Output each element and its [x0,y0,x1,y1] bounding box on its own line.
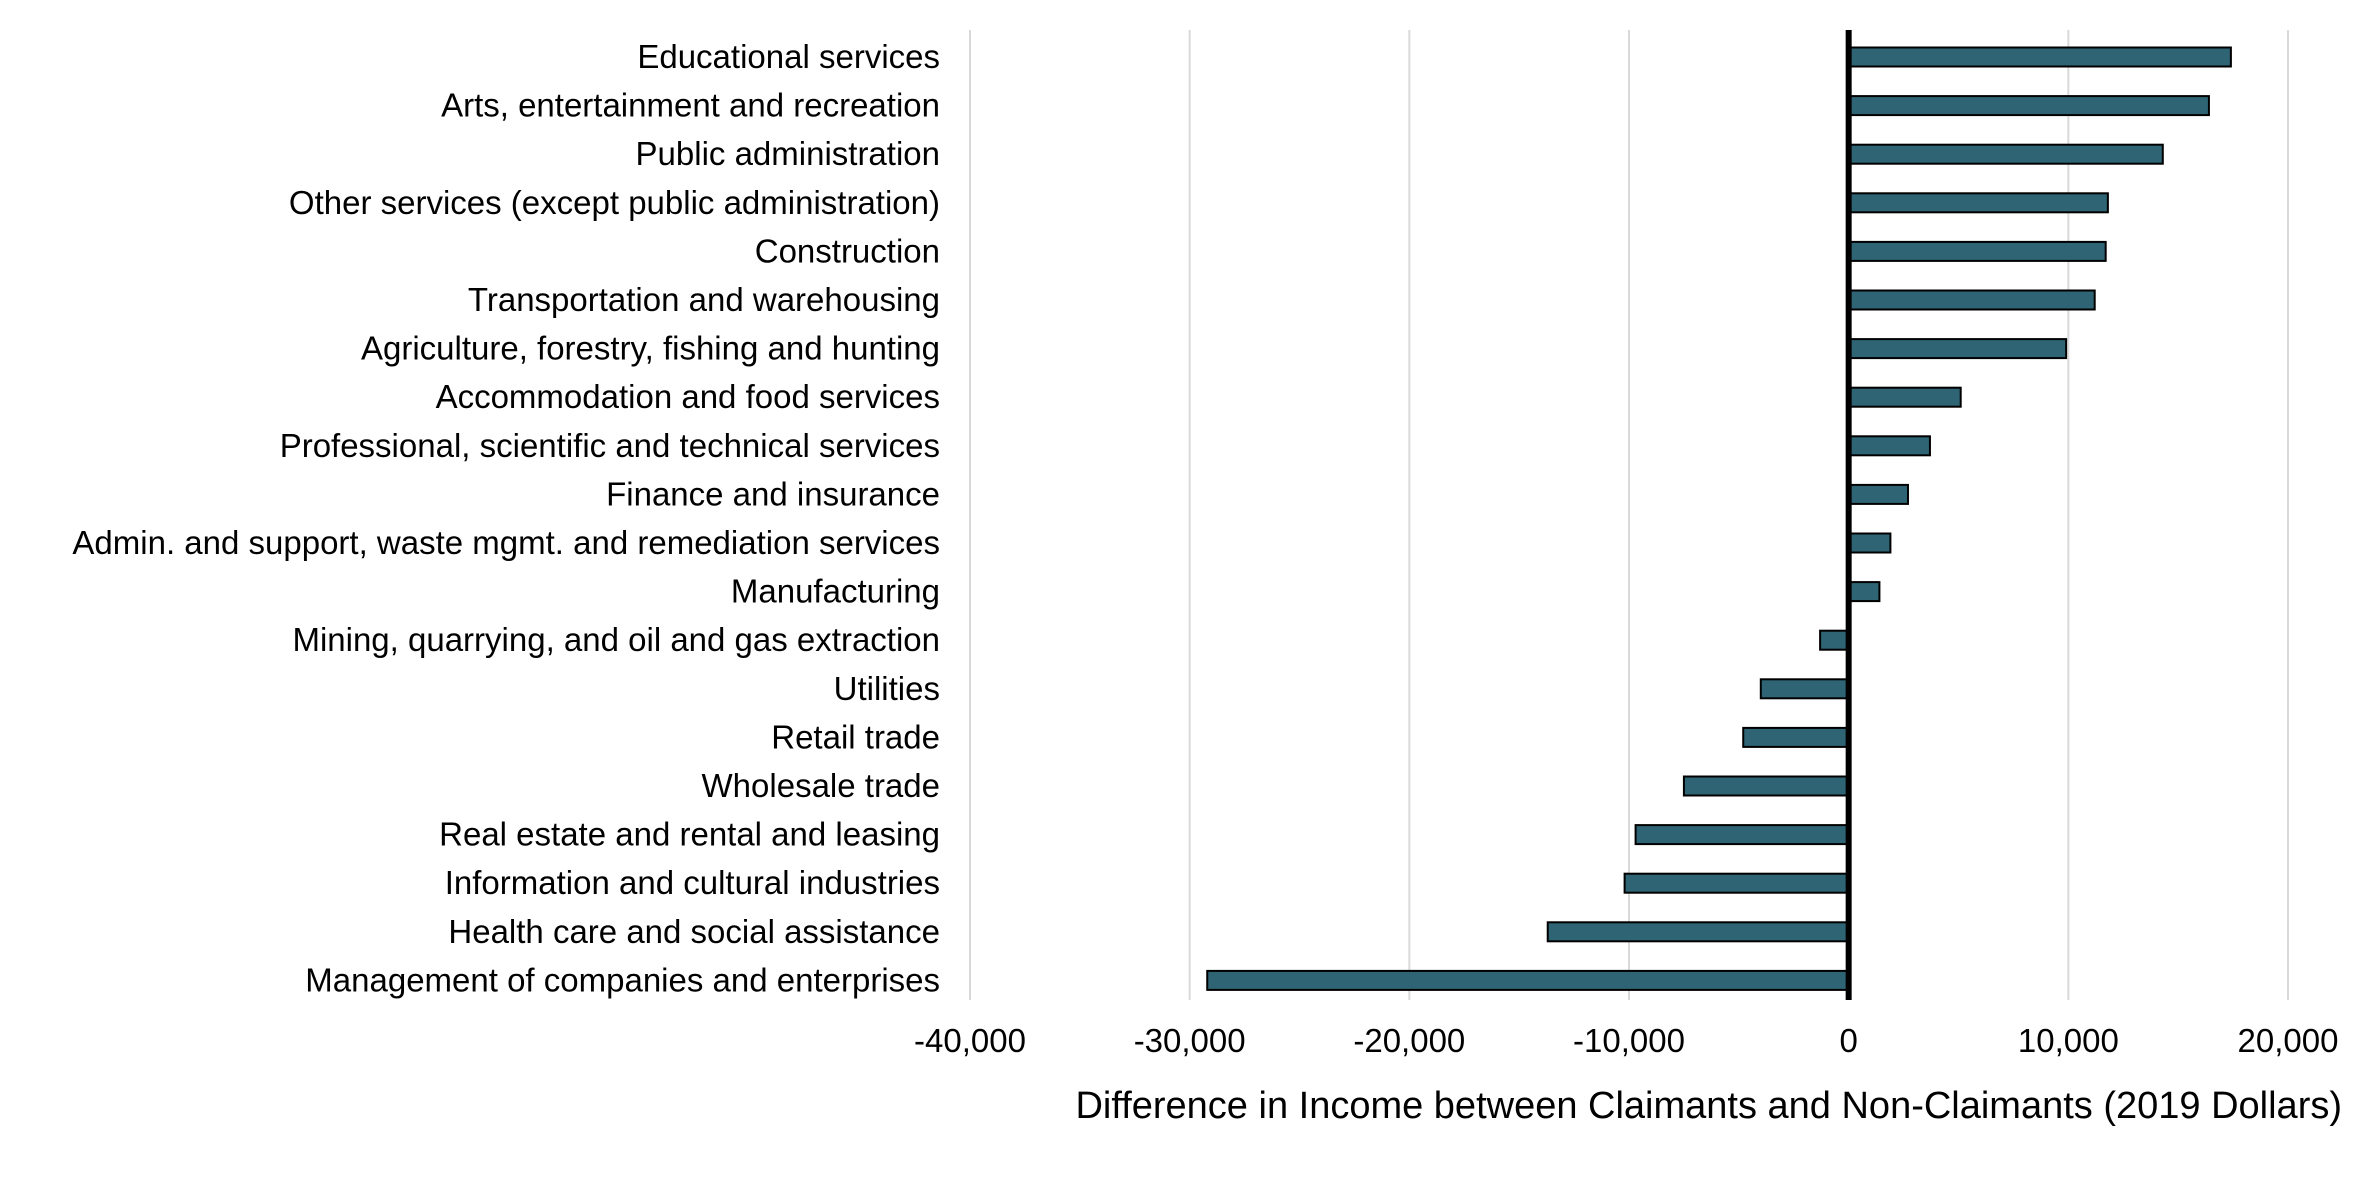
category-label: Construction [755,232,940,269]
bar [1847,581,1881,603]
bar [1847,95,2210,117]
bar [1847,386,1962,408]
bar [1847,532,1892,554]
bar [1847,483,1909,505]
bar [1847,240,2107,262]
category-label: Manufacturing [731,573,940,610]
category-label: Finance and insurance [606,475,940,512]
category-label: Wholesale trade [702,767,940,804]
category-label: Information and cultural industries [445,864,940,901]
category-label: Health care and social assistance [448,913,940,950]
bar [1819,629,1850,651]
bars [1206,46,2232,991]
bar [1682,775,1850,797]
category-label: Arts, entertainment and recreation [441,87,940,124]
category-label: Real estate and rental and leasing [439,816,940,853]
x-tick-label: 0 [1839,1022,1857,1059]
category-label: Accommodation and food services [436,378,940,415]
category-label: Public administration [636,135,940,172]
bar [1847,435,1931,457]
category-label: Other services (except public administra… [289,184,940,221]
bar [1847,46,2232,68]
x-tick-label: 10,000 [2018,1022,2119,1059]
gridlines [969,30,2289,1000]
category-label: Management of companies and enterprises [305,961,940,998]
category-label: Agriculture, forestry, fishing and hunti… [361,330,940,367]
bar [1546,921,1850,943]
bar [1759,678,1850,700]
x-tick-label: -40,000 [914,1022,1026,1059]
category-label: Retail trade [771,718,940,755]
x-axis-title: Difference in Income between Claimants a… [1075,1085,2342,1127]
bar [1623,872,1850,894]
category-label: Mining, quarrying, and oil and gas extra… [292,621,940,658]
category-label: Admin. and support, waste mgmt. and reme… [72,524,940,561]
bar [1847,338,2068,360]
x-tick-labels: -40,000 -30,000 -20,000 -10,000 0 10,000 20,00… [914,1022,2338,1059]
x-tick-label: -10,000 [1573,1022,1685,1059]
category-label: Professional, scientific and technical s… [280,427,940,464]
bar [1634,824,1850,846]
category-labels: Educational services Arts, entertainment … [72,38,940,998]
x-tick-label: -30,000 [1134,1022,1246,1059]
x-tick-label: 20,000 [2238,1022,2339,1059]
bar [1847,143,2164,165]
category-label: Educational services [637,38,940,75]
bar [1847,192,2109,214]
bar [1206,969,1850,991]
bar [1742,726,1850,748]
category-label: Transportation and warehousing [468,281,940,318]
x-tick-label: -20,000 [1353,1022,1465,1059]
bar [1847,289,2096,311]
category-label: Utilities [834,670,940,707]
